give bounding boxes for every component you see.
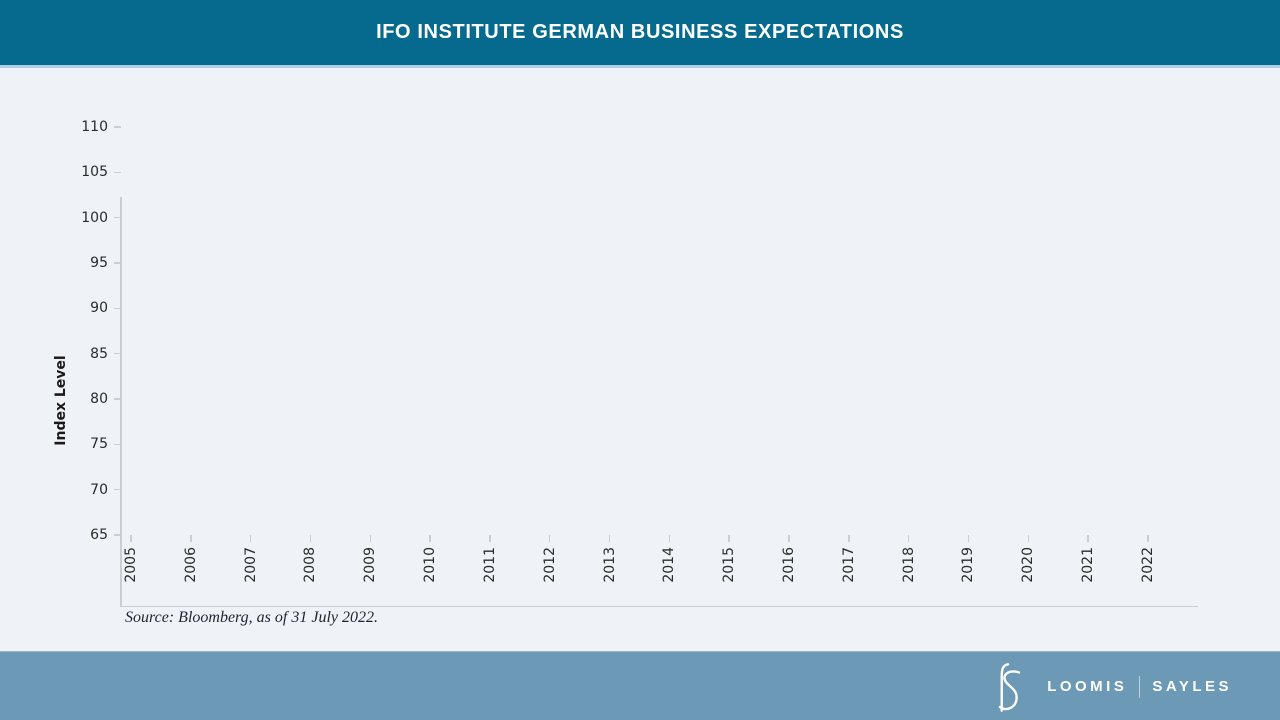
y-tick-label: 110 xyxy=(81,119,108,135)
x-tick-mark xyxy=(429,535,431,542)
x-tick-mark xyxy=(249,535,252,542)
y-tick-label: 100 xyxy=(81,209,108,226)
y-tick-label: 65 xyxy=(90,527,108,543)
y-tick-mark xyxy=(114,443,121,446)
brand-name-loomis: LOOMIS xyxy=(1047,678,1128,695)
x-axis-line xyxy=(120,605,1198,607)
x-tick-mark xyxy=(1087,535,1089,542)
x-tick-label: 2015 xyxy=(721,547,738,583)
x-tick-mark xyxy=(1027,535,1030,542)
page-title: IFO INSTITUTE GERMAN BUSINESS EXPECTATIO… xyxy=(376,21,904,43)
y-tick-mark xyxy=(114,262,121,264)
chart-area: Index Level 110 105 100 95 90 85 80 75 70 65 2005 2… xyxy=(0,71,1280,631)
brand-name-sayles: SAYLES xyxy=(1152,678,1232,695)
header-bar: IFO INSTITUTE GERMAN BUSINESS EXPECTATIO… xyxy=(0,0,1280,68)
x-tick-label: 2018 xyxy=(900,547,917,583)
brand-divider xyxy=(1139,675,1141,698)
y-tick-label: 85 xyxy=(90,345,108,362)
x-tick-label: 2022 xyxy=(1139,547,1156,583)
y-tick-mark xyxy=(114,352,121,355)
x-tick-label: 2007 xyxy=(242,547,259,583)
y-tick-label: 70 xyxy=(90,481,108,498)
y-tick-label: 105 xyxy=(81,164,108,181)
x-tick-mark xyxy=(848,535,850,542)
y-tick-label: 75 xyxy=(90,436,108,453)
y-tick-label: 90 xyxy=(90,300,108,317)
x-tick-label: 2011 xyxy=(481,547,498,583)
y-tick-mark xyxy=(114,534,121,536)
y-tick-mark xyxy=(114,307,121,310)
x-tick-mark xyxy=(1147,535,1149,542)
y-tick-mark xyxy=(114,398,121,400)
source-note: Source: Bloomberg, as of 31 July 2022. xyxy=(125,609,378,626)
x-tick-mark xyxy=(967,535,970,542)
x-tick-mark xyxy=(548,535,551,542)
x-tick-label: 2009 xyxy=(362,547,379,583)
x-tick-label: 2014 xyxy=(661,547,678,583)
x-tick-mark xyxy=(309,535,312,542)
x-tick-mark xyxy=(608,535,611,542)
ls-monogram-icon xyxy=(998,662,1021,712)
x-tick-mark xyxy=(190,535,192,542)
x-tick-label: 2021 xyxy=(1080,547,1097,583)
y-tick-mark xyxy=(114,126,121,128)
x-tick-mark xyxy=(130,535,132,542)
brand-wordmark: LOOMIS SAYLES xyxy=(1047,675,1232,698)
x-tick-mark xyxy=(907,535,910,542)
x-tick-label: 2016 xyxy=(781,547,798,583)
x-tick-mark xyxy=(788,535,790,542)
x-tick-mark xyxy=(369,535,372,542)
y-axis-line xyxy=(120,197,122,606)
x-tick-label: 2012 xyxy=(541,547,558,583)
y-tick-mark xyxy=(114,171,121,174)
x-tick-label: 2005 xyxy=(123,547,139,583)
x-tick-label: 2006 xyxy=(182,547,199,583)
x-tick-label: 2013 xyxy=(601,547,618,583)
y-tick-mark xyxy=(114,216,121,219)
x-tick-mark xyxy=(668,535,671,542)
x-tick-mark xyxy=(728,535,730,542)
x-tick-label: 2017 xyxy=(840,547,857,583)
x-tick-mark xyxy=(489,535,491,542)
x-tick-label: 2020 xyxy=(1020,547,1037,583)
footer-bar: LOOMIS SAYLES xyxy=(0,651,1280,720)
y-tick-label: 95 xyxy=(90,255,108,271)
x-tick-label: 2010 xyxy=(422,547,439,583)
x-tick-label: 2019 xyxy=(960,547,977,583)
y-tick-mark xyxy=(114,488,121,491)
brand-lockup: LOOMIS SAYLES xyxy=(989,652,1232,720)
x-tick-label: 2008 xyxy=(302,547,319,583)
y-tick-label: 80 xyxy=(90,391,108,407)
